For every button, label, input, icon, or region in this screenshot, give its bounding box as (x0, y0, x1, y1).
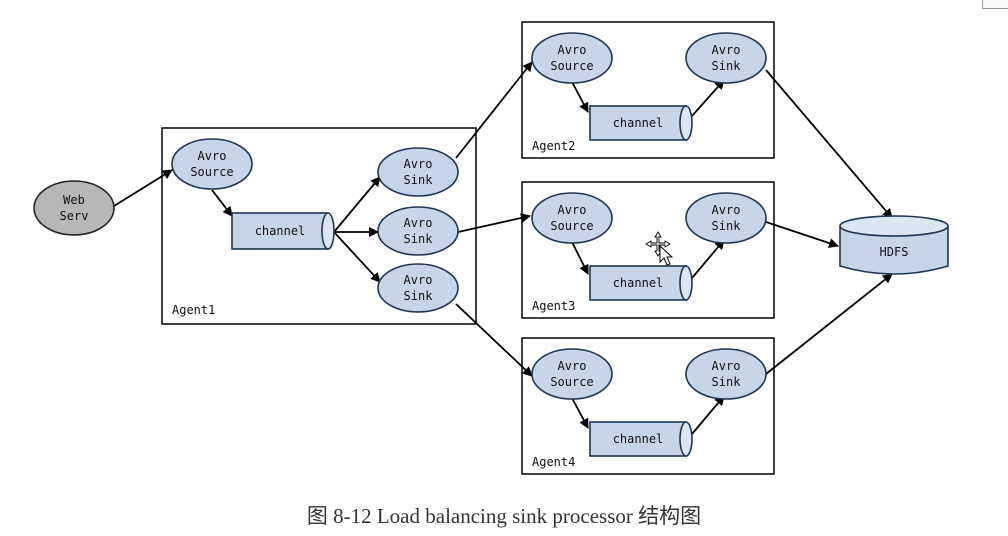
edge-sink1-agent2 (455, 61, 533, 159)
agent3-avro-source: Avro Source (531, 192, 613, 244)
hdfs-storage: HDFS (839, 215, 949, 275)
svg-text:Avro: Avro (404, 273, 433, 287)
agent4-channel: channel (589, 421, 693, 457)
edge-a4channel-sink (691, 395, 725, 435)
edge-a1source-channel (211, 189, 233, 217)
svg-text:Avro: Avro (712, 203, 741, 217)
agent1-avro-sink-2: Avro Sink (377, 206, 459, 256)
edge-channel-sink3 (333, 231, 381, 283)
web-server-node: Web Serv (33, 180, 115, 236)
svg-text:Avro: Avro (558, 203, 587, 217)
svg-text:Sink: Sink (712, 219, 742, 233)
agent4-avro-sink: Avro Sink (685, 348, 767, 400)
move-cursor-icon (645, 231, 674, 266)
svg-text:Source: Source (550, 375, 593, 389)
svg-text:HDFS: HDFS (880, 245, 909, 259)
svg-text:Sink: Sink (404, 173, 434, 187)
agent1-avro-sink-1: Avro Sink (377, 147, 459, 197)
edge-a4source-channel (571, 397, 589, 429)
svg-text:Sink: Sink (712, 375, 742, 389)
agent3-avro-sink: Avro Sink (685, 192, 767, 244)
svg-text:Avro: Avro (558, 43, 587, 57)
svg-text:Avro: Avro (712, 359, 741, 373)
agent1-label: Agent1 (172, 303, 215, 317)
agent3-channel: channel (589, 265, 693, 301)
edge-a3sink-hdfs (765, 221, 839, 248)
svg-text:Source: Source (190, 165, 233, 179)
edges (113, 61, 893, 435)
edge-a4sink-hdfs (765, 273, 893, 375)
agent2-channel: channel (589, 105, 693, 141)
window-edge-fragment (982, 0, 1008, 9)
svg-text:channel: channel (613, 116, 664, 130)
edge-a2source-channel (571, 81, 589, 113)
agent1-channel: channel (231, 212, 335, 250)
svg-text:Source: Source (550, 59, 593, 73)
svg-text:Web: Web (63, 193, 85, 207)
svg-text:Sink: Sink (404, 232, 434, 246)
edge-channel-sink1 (333, 176, 381, 233)
agent2-label: Agent2 (532, 139, 575, 153)
edge-sink2-agent3 (457, 213, 531, 233)
svg-text:Avro: Avro (198, 149, 227, 163)
agent3-label: Agent3 (532, 299, 575, 313)
svg-text:channel: channel (613, 432, 664, 446)
edge-a3source-channel (571, 241, 589, 275)
edge-a3channel-sink (691, 239, 725, 279)
figure-caption: 图 8-12 Load balancing sink processor 结构图 (306, 504, 702, 528)
svg-text:Source: Source (550, 219, 593, 233)
edge-sink3-agent4 (455, 303, 533, 377)
edge-a2sink-hdfs (765, 69, 893, 219)
svg-text:Avro: Avro (712, 43, 741, 57)
svg-text:Avro: Avro (404, 157, 433, 171)
agent1-avro-source: Avro Source (171, 138, 253, 190)
svg-text:Serv: Serv (60, 209, 89, 223)
edge-a2channel-sink (691, 79, 725, 117)
svg-text:channel: channel (255, 224, 306, 238)
edge-web-source (113, 169, 173, 207)
svg-text:Sink: Sink (404, 289, 434, 303)
agent4-label: Agent4 (532, 455, 575, 469)
agent4-avro-source: Avro Source (531, 348, 613, 400)
svg-text:channel: channel (613, 276, 664, 290)
svg-text:Sink: Sink (712, 59, 742, 73)
flume-diagram: Agent1 Agent2 Agent3 Agent4 Web Ser (33, 21, 949, 475)
agent1-avro-sink-3: Avro Sink (377, 263, 459, 313)
agent2-avro-sink: Avro Sink (685, 32, 767, 84)
svg-text:Avro: Avro (558, 359, 587, 373)
svg-text:Avro: Avro (404, 216, 433, 230)
agent2-avro-source: Avro Source (531, 32, 613, 84)
